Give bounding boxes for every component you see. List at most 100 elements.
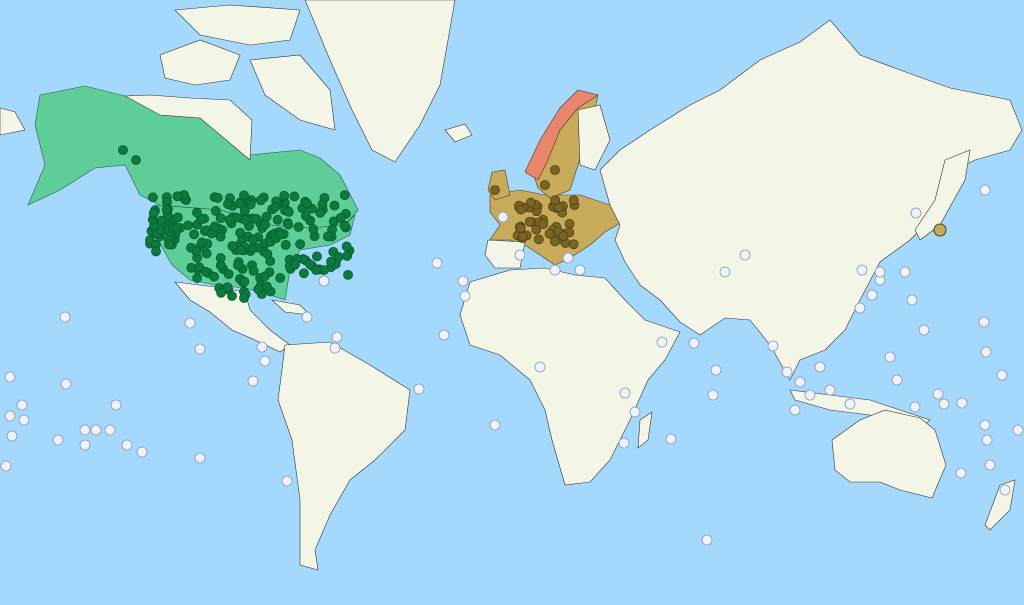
marker — [329, 342, 341, 354]
marker — [209, 271, 219, 282]
marker — [270, 202, 281, 212]
marker — [104, 424, 116, 436]
greenland — [304, 0, 456, 163]
northern-canada — [123, 94, 253, 161]
marker — [933, 223, 947, 237]
marker — [568, 239, 579, 250]
marker — [248, 234, 258, 245]
marker — [224, 215, 235, 225]
marker — [295, 239, 306, 250]
madagascar — [637, 411, 653, 449]
marker — [235, 198, 246, 209]
arctic-islands — [174, 4, 301, 46]
marker — [16, 399, 28, 411]
marker — [245, 199, 256, 210]
marker — [618, 437, 630, 449]
marker — [4, 371, 16, 383]
marker — [438, 329, 450, 341]
marker — [262, 249, 273, 259]
marker — [550, 195, 561, 206]
marker — [710, 364, 722, 376]
marker — [280, 239, 291, 250]
marker — [184, 317, 196, 329]
marker — [317, 199, 328, 210]
marker — [121, 439, 133, 451]
marker — [824, 384, 836, 396]
marker — [260, 219, 270, 230]
marker — [413, 383, 425, 395]
marker — [331, 331, 343, 343]
marker — [272, 214, 283, 225]
marker — [978, 316, 990, 328]
marker — [18, 414, 30, 426]
marker — [59, 311, 71, 323]
marker — [767, 340, 779, 352]
marker — [326, 256, 336, 267]
marker — [172, 191, 183, 202]
marker — [719, 266, 731, 278]
marker — [148, 192, 158, 203]
marker — [311, 265, 321, 275]
marker — [844, 398, 856, 410]
marker — [518, 231, 528, 242]
marker — [171, 222, 182, 233]
marker — [564, 219, 575, 229]
marker — [549, 264, 561, 276]
marker — [289, 259, 300, 270]
marker — [322, 231, 333, 242]
marker — [739, 249, 751, 261]
marker — [339, 190, 350, 201]
marker — [619, 387, 631, 399]
marker — [194, 262, 205, 273]
marker — [789, 404, 801, 416]
marker — [459, 290, 471, 302]
marker — [431, 257, 443, 269]
marker — [515, 204, 526, 215]
iceland — [444, 123, 473, 143]
markers — [0, 145, 1024, 546]
marker — [308, 224, 319, 235]
marker — [210, 206, 221, 216]
marker — [4, 410, 16, 422]
marker — [534, 361, 546, 373]
marker — [283, 206, 294, 217]
marker — [300, 210, 311, 221]
marker — [984, 459, 996, 471]
marker — [327, 224, 338, 235]
marker — [629, 406, 641, 418]
marker — [538, 219, 549, 230]
finland — [577, 104, 611, 171]
marker — [315, 207, 326, 218]
marker — [312, 251, 322, 262]
marker — [261, 281, 272, 292]
marker — [215, 231, 226, 242]
asia — [599, 19, 1023, 381]
marker — [239, 276, 250, 287]
marker — [305, 259, 315, 270]
marker — [212, 192, 223, 203]
marker — [253, 284, 264, 295]
marker — [235, 245, 246, 255]
marker — [259, 355, 271, 367]
marker — [275, 273, 286, 283]
marker — [274, 229, 285, 240]
marker — [531, 224, 542, 235]
marker — [489, 419, 501, 431]
marker — [189, 229, 200, 240]
marker — [932, 388, 944, 400]
marker — [701, 534, 713, 546]
marker — [192, 273, 203, 283]
marker — [161, 204, 172, 215]
marker — [79, 439, 91, 451]
marker — [227, 291, 237, 301]
marker — [1012, 424, 1024, 436]
marker — [899, 266, 911, 278]
marker — [558, 231, 569, 241]
marker — [6, 430, 18, 442]
marker — [233, 260, 243, 270]
africa — [459, 267, 681, 486]
marker — [227, 241, 238, 251]
marker — [239, 293, 249, 303]
marker — [544, 228, 555, 239]
marker — [540, 180, 550, 190]
